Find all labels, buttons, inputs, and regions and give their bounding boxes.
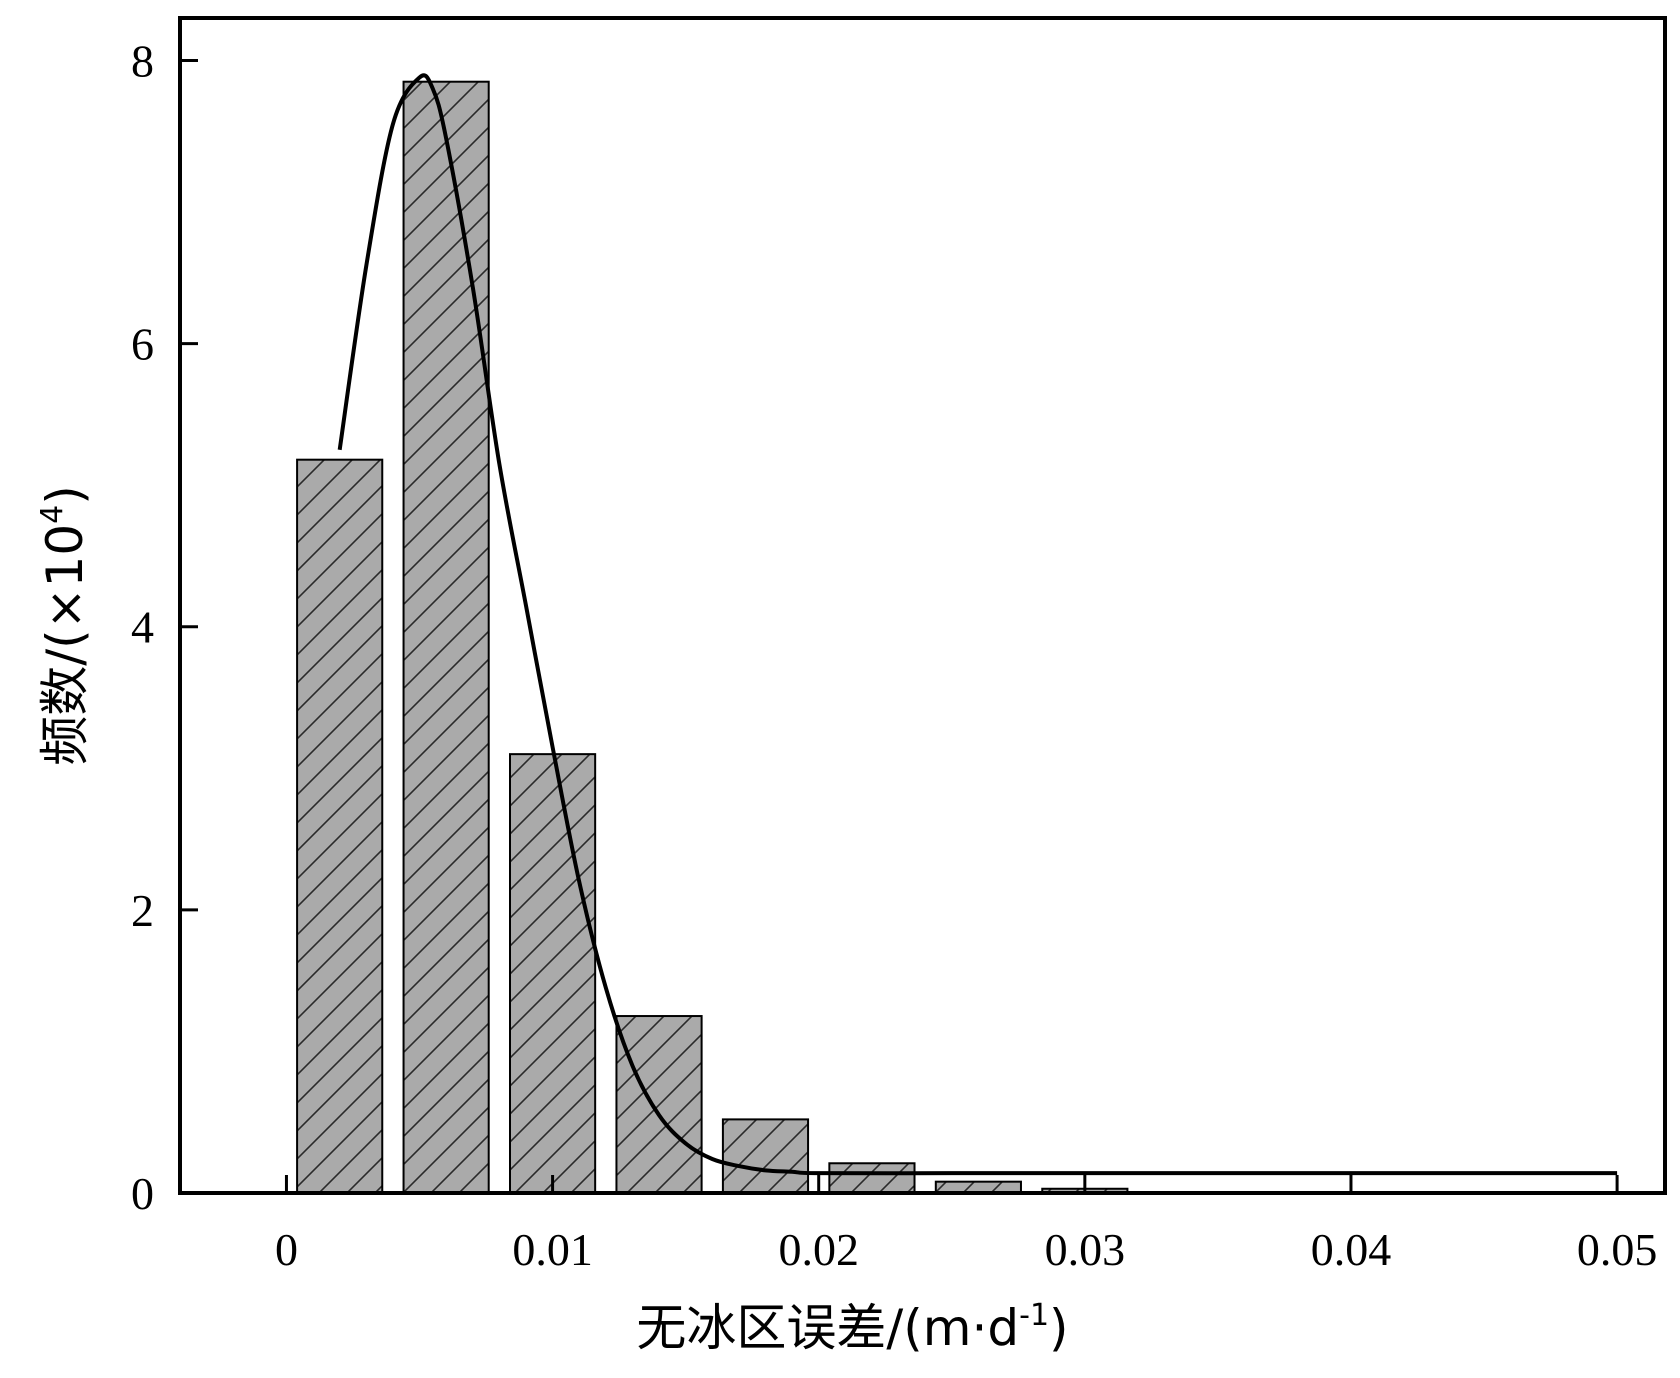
x-axis-title-sup: -1	[1019, 1298, 1049, 1333]
y-tick-label: 8	[131, 35, 154, 86]
plot-frame	[178, 16, 1667, 1195]
histogram-bar-5	[721, 1118, 810, 1194]
histogram-bar-3	[509, 753, 597, 1194]
y-tick-label: 6	[131, 319, 154, 370]
histogram-bar-6	[828, 1162, 916, 1195]
x-axis-ticks: 0 0.01 0.02 0.03 0.04 0.05	[275, 1175, 1657, 1275]
y-tick-label: 0	[131, 1168, 154, 1219]
x-tick-label: 0.05	[1577, 1224, 1658, 1275]
fit-curve	[337, 73, 1618, 1176]
y-axis-title-sup: 4	[35, 505, 70, 524]
fit-curve-layer	[337, 73, 1618, 1176]
y-tick-label: 2	[131, 885, 154, 936]
x-tick-label: 0.03	[1045, 1224, 1126, 1275]
x-tick-label: 0.02	[778, 1224, 859, 1275]
x-tick-label: 0.04	[1311, 1224, 1392, 1275]
x-axis-title-close: )	[1049, 1299, 1069, 1357]
x-tick-label: 0	[275, 1224, 298, 1275]
y-tick-label: 4	[131, 602, 154, 653]
y-axis-ticks: 0 2 4 6 8	[131, 35, 198, 1219]
x-tick-label: 0.01	[512, 1224, 593, 1275]
y-axis-title-close: )	[36, 485, 94, 505]
y-axis-title-main: 频数/(×10	[36, 524, 94, 766]
histogram-bar-2	[402, 80, 490, 1194]
x-axis-title-main: 无冰区误差/(m·d	[636, 1299, 1019, 1357]
histogram-bar-4	[615, 1015, 703, 1194]
histogram-bar-1	[296, 458, 384, 1194]
bars-layer	[296, 80, 1129, 1195]
x-axis-title: 无冰区误差/(m·d-1)	[636, 1298, 1068, 1357]
y-axis-title: 频数/(×104)	[35, 485, 94, 765]
